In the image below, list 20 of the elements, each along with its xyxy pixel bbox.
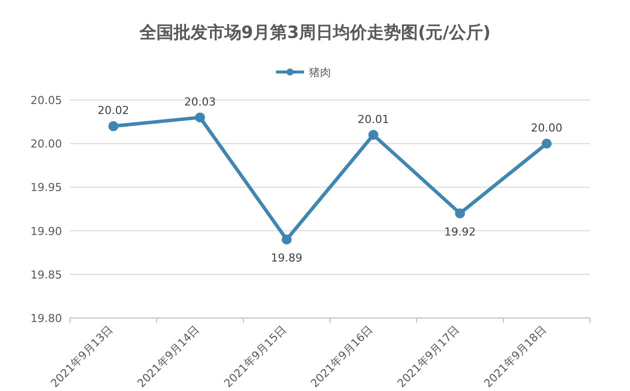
legend-label: 猪肉: [309, 66, 331, 79]
data-label: 20.03: [184, 95, 216, 108]
point: [195, 112, 205, 122]
y-tick-label: 19.90: [30, 224, 62, 238]
data-label: 19.92: [444, 225, 476, 238]
y-tick-label: 19.80: [30, 312, 62, 325]
y-tick-label: 19.85: [30, 268, 62, 282]
data-label: 20.02: [98, 104, 130, 118]
point: [368, 130, 378, 140]
y-tick-label: 20.00: [30, 138, 62, 151]
y-tick-label: 19.95: [30, 181, 62, 194]
point: [108, 121, 118, 132]
data-label: 19.89: [270, 252, 302, 265]
data-label: 20.01: [358, 112, 390, 126]
point: [542, 138, 552, 149]
chart-title: 全国批发市场9月第3周日均价走势图(元/公斤): [138, 23, 491, 43]
point: [455, 208, 465, 218]
y-tick-label: 20.05: [30, 94, 62, 107]
point: [282, 234, 292, 245]
data-label: 20.00: [530, 122, 562, 135]
